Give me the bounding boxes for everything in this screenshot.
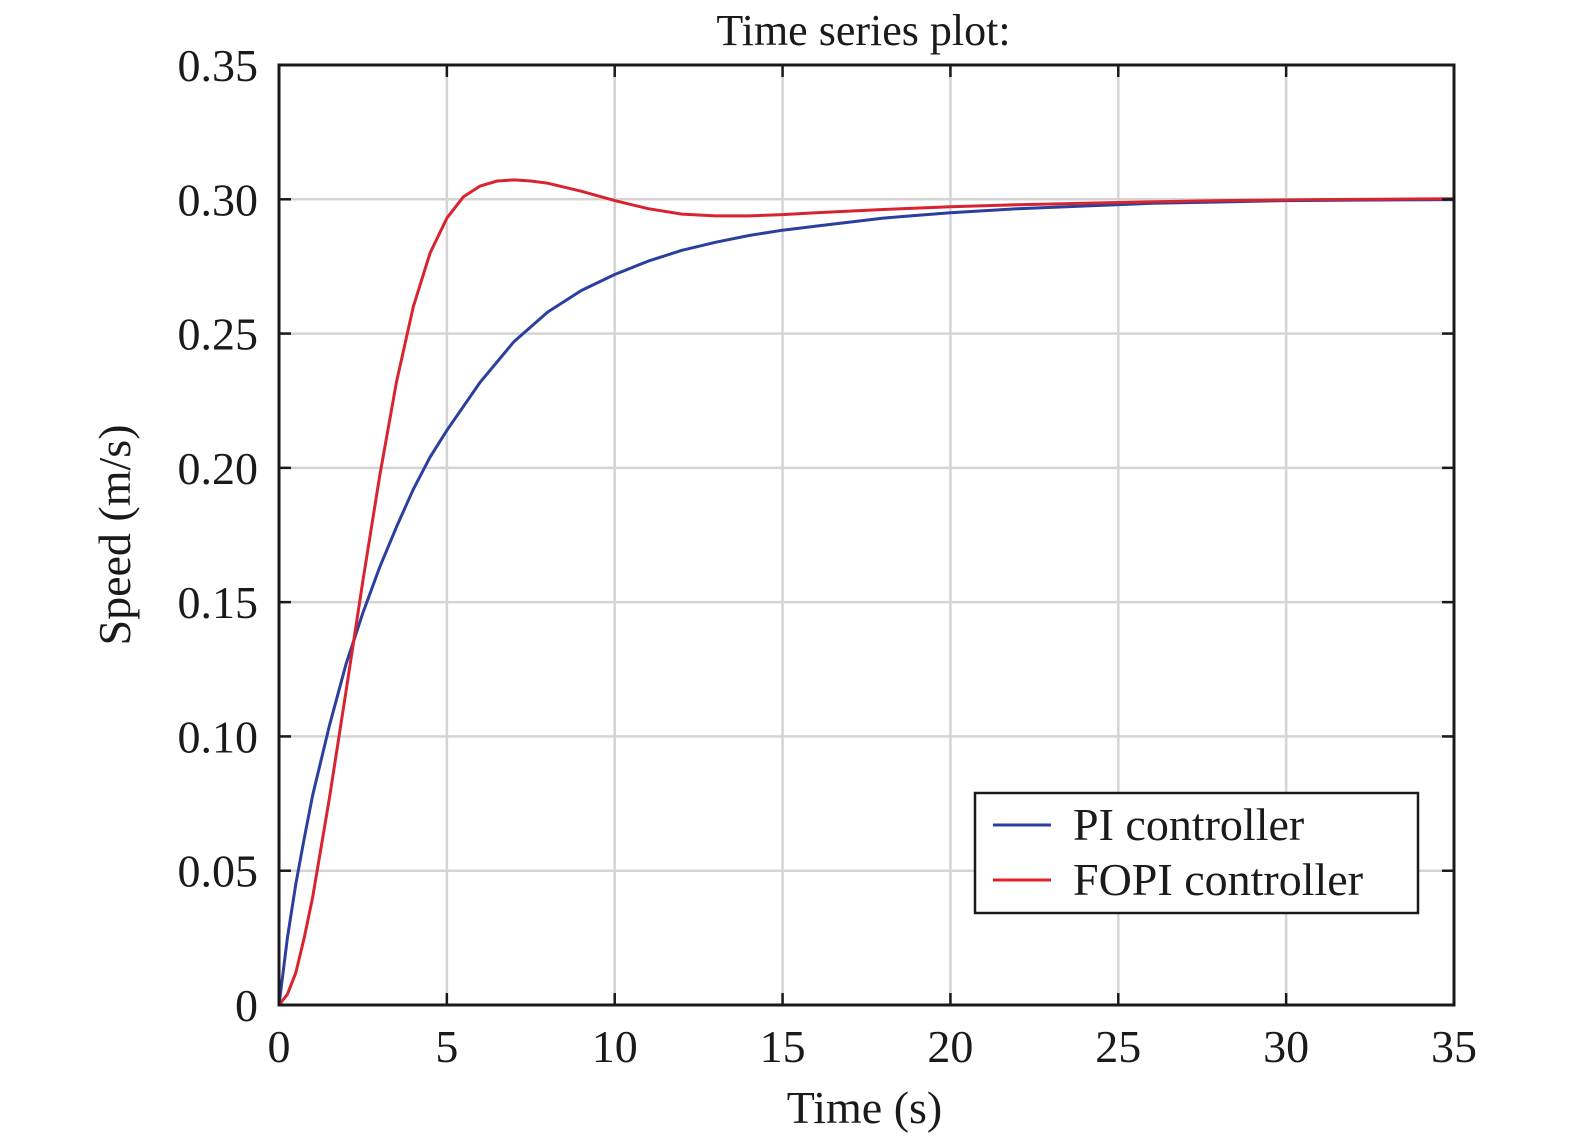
x-tick-label: 0 — [268, 1021, 291, 1072]
x-tick-label: 30 — [1263, 1021, 1309, 1072]
y-axis-label: Speed (m/s) — [89, 424, 140, 645]
x-tick-label: 5 — [435, 1021, 458, 1072]
legend-box — [973, 791, 1420, 915]
plot-frame — [277, 63, 1456, 1007]
x-tick-label: 15 — [760, 1021, 806, 1072]
x-tick-label: 25 — [1095, 1021, 1141, 1072]
y-tick-label: 0 — [235, 980, 258, 1031]
x-tick-label: 20 — [927, 1021, 973, 1072]
series-line-pi — [277, 198, 1456, 1007]
y-tick-label: 0.35 — [178, 40, 259, 91]
y-tick-label: 0.30 — [178, 174, 259, 225]
chart-title: Time series plot: — [716, 6, 1010, 55]
legend-label-pi: PI controller — [1073, 799, 1304, 850]
axis-ticks — [277, 63, 1456, 1007]
x-axis-label: Time (s) — [787, 1082, 943, 1133]
y-tick-label: 0.25 — [178, 309, 259, 360]
y-tick-label: 0.10 — [178, 711, 259, 762]
y-tick-label: 0.15 — [178, 577, 259, 628]
series-line-fopi — [277, 178, 1456, 1007]
x-tick-label: 35 — [1431, 1021, 1477, 1072]
y-tick-label: 0.05 — [178, 846, 259, 897]
y-tick-label: 0.20 — [178, 443, 259, 494]
grid-lines — [279, 65, 1454, 1005]
x-tick-label: 10 — [592, 1021, 638, 1072]
tick-labels: 0 5 10 15 20 25 30 35 0 0.05 0.10 0.15 0.20 0.25 0.30 0… — [178, 40, 1478, 1072]
series-lines — [277, 178, 1456, 1007]
legend-label-fopi: FOPI controller — [1073, 854, 1363, 905]
